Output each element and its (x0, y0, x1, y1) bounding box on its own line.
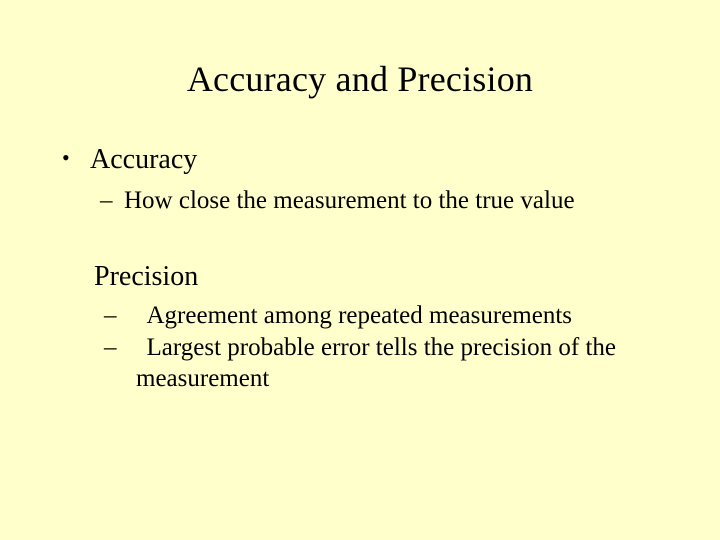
sub-item-text: Agreement among repeated measurements (147, 302, 573, 329)
section-heading: Precision (94, 261, 680, 293)
dash-icon: – (100, 186, 113, 217)
sub-item: – Agreement among repeated measurements (94, 301, 680, 332)
bullet-icon: • (62, 147, 70, 169)
section-heading: Accuracy (90, 144, 197, 175)
slide-title: Accuracy and Precision (0, 0, 720, 100)
sub-item: – Largest probable error tells the preci… (94, 333, 680, 394)
section-precision: Precision – Agreement among repeated mea… (62, 217, 680, 395)
sub-item-text: Largest probable error tells the precisi… (136, 334, 616, 392)
dash-icon: – (120, 333, 134, 364)
slide-body: • Accuracy – How close the measurement t… (0, 100, 720, 394)
bullet-item-accuracy: • Accuracy (62, 144, 680, 176)
slide: Accuracy and Precision • Accuracy – How … (0, 0, 720, 540)
sub-item-text: How close the measurement to the true va… (124, 187, 575, 214)
dash-icon: – (120, 301, 134, 332)
sub-item: – How close the measurement to the true … (62, 186, 680, 217)
